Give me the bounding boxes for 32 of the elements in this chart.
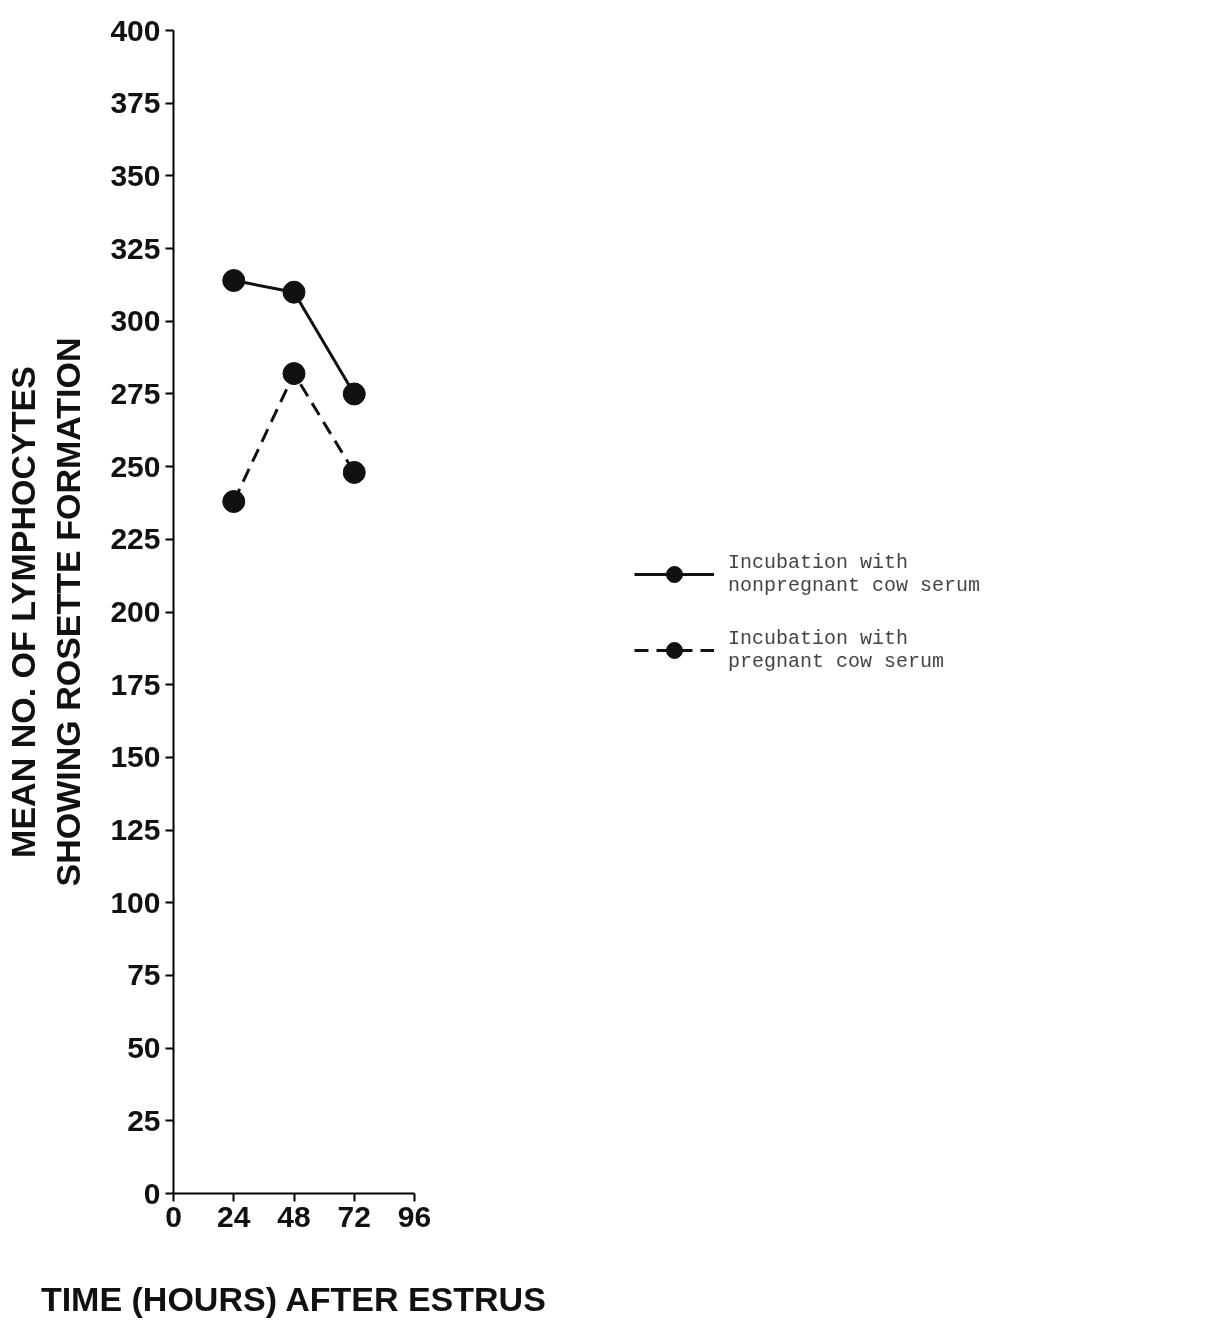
point (282, 280, 306, 304)
y-tick-label: 175 (110, 667, 161, 701)
y-tick-label: 75 (127, 958, 161, 992)
x-tick-label: 24 (217, 1199, 251, 1233)
y-tick-label: 0 (143, 1176, 161, 1210)
x-axis-title: TIME (HOURS) AFTER ESTRUS (40, 1279, 546, 1318)
y-axis-title: MEAN NO. OF LYMPHOCYTES SHOWING ROSETTE FORMATION (3, 337, 88, 887)
y-tick-label: 250 (110, 449, 161, 483)
y-tick-label: 400 (110, 13, 161, 47)
y-tick-label: 350 (110, 158, 161, 192)
y-tick-label: 300 (110, 304, 161, 338)
point (342, 382, 366, 406)
y-tick-label: 275 (110, 376, 161, 410)
y-tick-label: 50 (127, 1031, 161, 1065)
x-tick-label: 96 (397, 1199, 432, 1233)
x-tick-label: 72 (337, 1199, 371, 1233)
y-tick-label: 325 (110, 231, 161, 265)
y-tick-label: 25 (127, 1103, 161, 1137)
y-tick-label: 125 (110, 813, 161, 847)
point (222, 269, 246, 293)
point (342, 460, 366, 484)
y-tick-label: 100 (110, 885, 161, 919)
x-tick-label: 0 (165, 1199, 182, 1233)
y-tick-label: 375 (110, 86, 161, 120)
y-tick-label: 200 (110, 595, 161, 628)
point (282, 362, 306, 386)
legend-label: Incubation with pregnant cow serum (727, 626, 945, 673)
point (222, 490, 246, 513)
y-tick-label: 225 (110, 522, 161, 556)
legend-label: Incubation with nonpregnant cow serum (727, 550, 981, 597)
y-tick-label: 150 (110, 740, 161, 774)
x-tick-label: 48 (277, 1199, 311, 1233)
